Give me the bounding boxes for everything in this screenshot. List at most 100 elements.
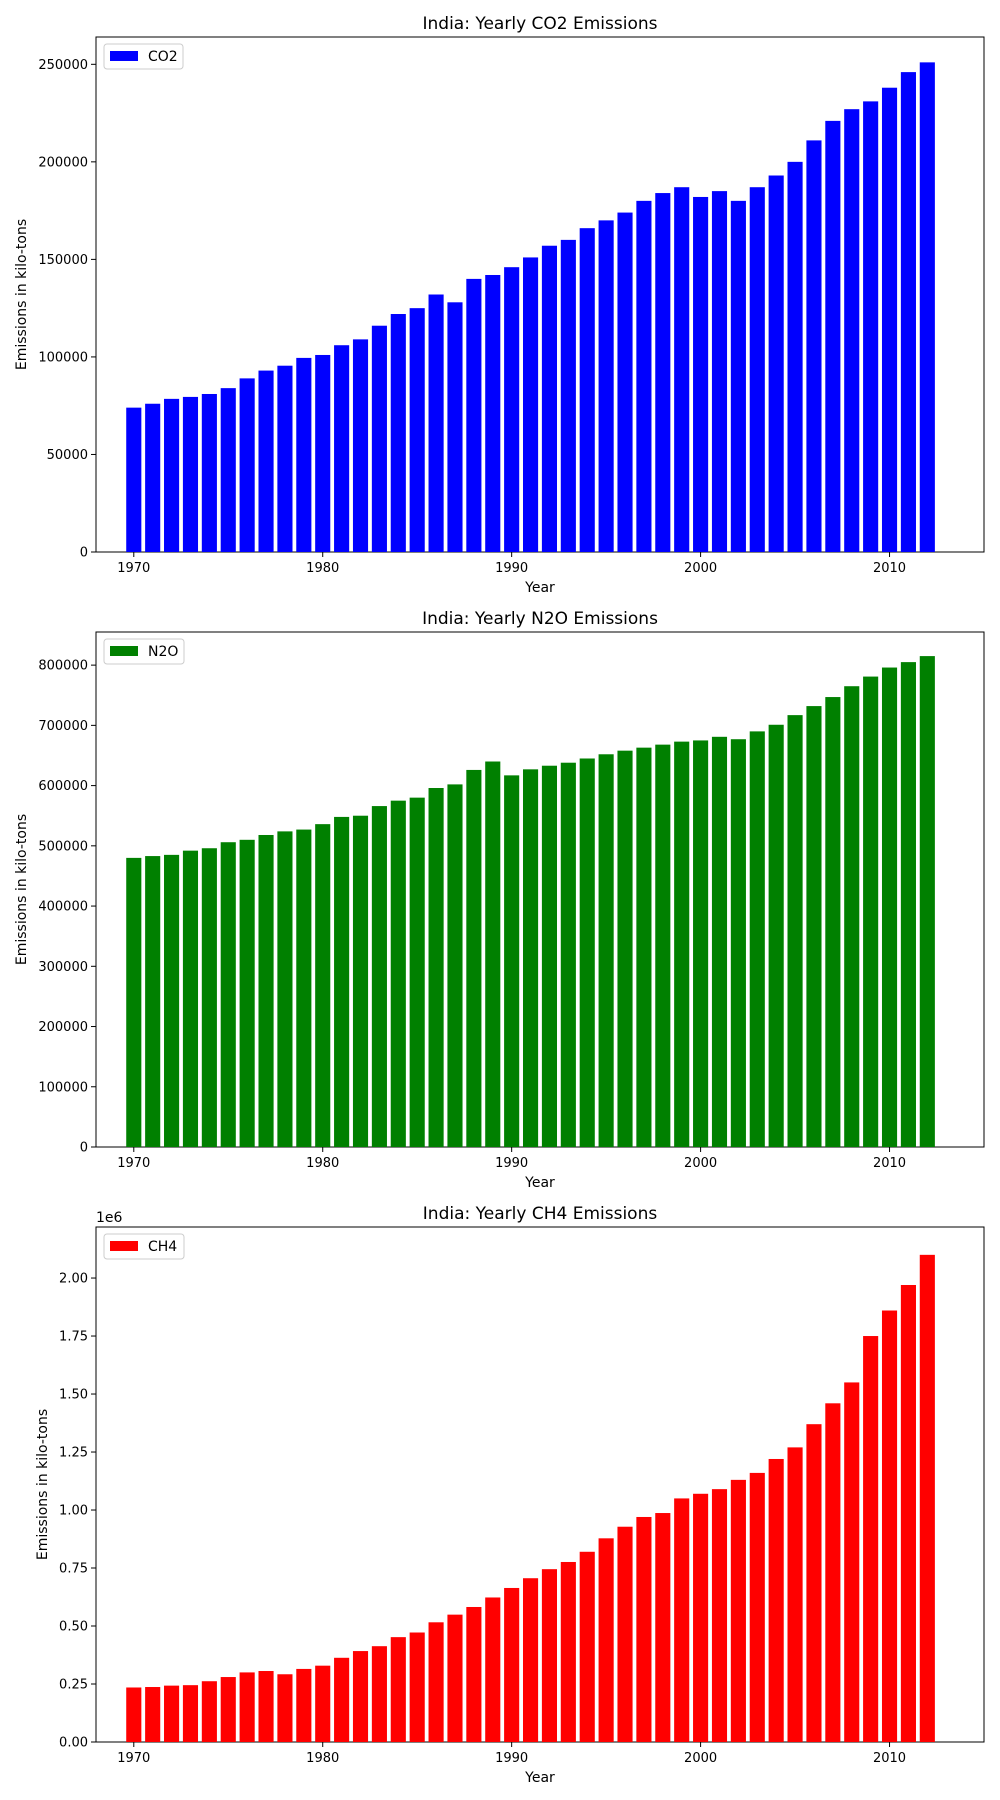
co2-legend-label: CO2 xyxy=(148,49,178,65)
co2-bar-1979 xyxy=(296,357,312,552)
co2-bar-1971 xyxy=(145,403,161,552)
n2o-y-tick-label: 300000 xyxy=(38,960,88,975)
co2-bar-2005 xyxy=(787,161,803,552)
ch4-bar-1980 xyxy=(315,1665,331,1742)
ch4-bar-1990 xyxy=(504,1587,520,1742)
co2-bar-1990 xyxy=(504,267,520,552)
n2o-bar-1975 xyxy=(220,842,236,1147)
co2-bar-1975 xyxy=(220,388,236,552)
co2-bar-2001 xyxy=(711,191,728,552)
n2o-y-tick-label: 400000 xyxy=(38,900,88,915)
ch4-x-axis-label: Year xyxy=(524,1770,555,1786)
ch4-bar-1995 xyxy=(598,1538,614,1742)
co2-bar-1978 xyxy=(277,365,293,552)
co2-chart-title: India: Yearly CO2 Emissions xyxy=(423,14,658,34)
n2o-plot-area xyxy=(95,631,985,1148)
co2-bar-1983 xyxy=(371,325,387,552)
co2-bar-1972 xyxy=(164,398,180,552)
n2o-bar-1996 xyxy=(617,750,633,1147)
co2-bar-2010 xyxy=(881,87,898,552)
co2-legend-box xyxy=(103,43,184,70)
ch4-bar-1997 xyxy=(636,1516,652,1742)
n2o-bar-1981 xyxy=(334,816,350,1147)
n2o-bar-2009 xyxy=(863,676,879,1147)
n2o-bar-1980 xyxy=(315,824,331,1147)
n2o-bar-1985 xyxy=(409,797,425,1147)
co2-bar-2004 xyxy=(768,175,784,552)
ch4-bar-2004 xyxy=(768,1458,784,1742)
n2o-bar-1989 xyxy=(485,761,501,1147)
ch4-bar-1993 xyxy=(560,1561,576,1742)
co2-bar-1998 xyxy=(655,193,671,552)
n2o-bar-1993 xyxy=(560,762,576,1147)
ch4-bar-1975 xyxy=(220,1677,236,1742)
co2-bar-1999 xyxy=(674,187,690,553)
n2o-x-tick-label: 2000 xyxy=(684,1156,717,1171)
n2o-bar-1974 xyxy=(201,848,217,1147)
n2o-legend-box xyxy=(103,638,185,665)
ch4-bar-2009 xyxy=(863,1336,879,1742)
ch4-bar-1984 xyxy=(390,1637,406,1742)
n2o-bar-2012 xyxy=(919,656,935,1147)
co2-bar-1982 xyxy=(352,339,369,552)
co2-y-tick-label: 50000 xyxy=(47,448,88,463)
ch4-bar-2003 xyxy=(749,1472,765,1742)
ch4-bar-1974 xyxy=(201,1681,217,1742)
ch4-bar-2011 xyxy=(900,1284,916,1742)
n2o-bar-1997 xyxy=(636,747,652,1147)
n2o-x-axis-label: Year xyxy=(524,1175,555,1191)
n2o-bar-2005 xyxy=(787,715,803,1147)
co2-y-tick-label: 200000 xyxy=(38,155,88,170)
n2o-bar-1988 xyxy=(466,769,482,1147)
n2o-bar-1984 xyxy=(390,800,406,1147)
ch4-bar-1996 xyxy=(617,1526,633,1742)
ch4-bar-1978 xyxy=(277,1674,293,1742)
ch4-x-tick-label: 1980 xyxy=(306,1751,339,1766)
ch4-x-tick-label: 2000 xyxy=(684,1751,717,1766)
n2o-bar-2004 xyxy=(768,724,784,1147)
co2-bar-1995 xyxy=(598,220,614,552)
n2o-bar-1990 xyxy=(504,775,520,1147)
ch4-legend-label: CH4 xyxy=(148,1239,177,1255)
ch4-plot-area xyxy=(95,1226,985,1743)
n2o-y-axis-label: Emissions in kilo-tons xyxy=(14,814,30,965)
ch4-x-tick-label: 1990 xyxy=(495,1751,528,1766)
ch4-bar-1992 xyxy=(541,1569,558,1742)
co2-bar-1996 xyxy=(617,212,633,552)
ch4-chart: India: Yearly CH4 Emissions 1e6 1970 1980… xyxy=(35,1204,985,1786)
ch4-bar-1973 xyxy=(182,1685,199,1742)
n2o-bar-1992 xyxy=(541,765,558,1147)
co2-y-axis-label: Emissions in kilo-tons xyxy=(14,219,30,370)
n2o-bar-1999 xyxy=(674,741,690,1147)
co2-bar-1987 xyxy=(447,302,463,552)
ch4-bar-2010 xyxy=(881,1310,898,1742)
ch4-bar-2008 xyxy=(844,1382,860,1742)
ch4-bar-1971 xyxy=(145,1687,161,1742)
n2o-bar-1977 xyxy=(258,834,274,1147)
n2o-bar-1995 xyxy=(598,754,614,1147)
co2-bar-1985 xyxy=(409,308,425,552)
ch4-x-tick-label: 2010 xyxy=(873,1751,906,1766)
ch4-y-tick-label: 0.75 xyxy=(59,1562,88,1577)
ch4-bar-2002 xyxy=(730,1479,746,1742)
n2o-bar-1978 xyxy=(277,831,293,1147)
co2-bar-1984 xyxy=(390,314,406,552)
n2o-y-tick-label: 200000 xyxy=(38,1020,88,1035)
co2-legend: CO2 xyxy=(103,43,184,70)
n2o-x-tick-label: 2010 xyxy=(873,1156,906,1171)
co2-x-tick-label: 2000 xyxy=(684,561,717,576)
co2-bar-1986 xyxy=(428,294,444,552)
co2-bar-1989 xyxy=(485,274,501,552)
ch4-bar-1981 xyxy=(334,1657,350,1742)
n2o-bar-2000 xyxy=(693,740,709,1147)
n2o-bar-1979 xyxy=(296,829,312,1147)
co2-bar-1991 xyxy=(522,257,539,552)
n2o-bar-1986 xyxy=(428,788,444,1147)
co2-x-tick-label: 1990 xyxy=(495,561,528,576)
co2-bar-2008 xyxy=(844,109,860,552)
ch4-bar-2007 xyxy=(825,1403,841,1742)
co2-bar-1994 xyxy=(579,228,595,552)
ch4-bar-2005 xyxy=(787,1447,803,1742)
co2-bar-1976 xyxy=(239,378,255,552)
ch4-bar-1999 xyxy=(674,1498,690,1742)
